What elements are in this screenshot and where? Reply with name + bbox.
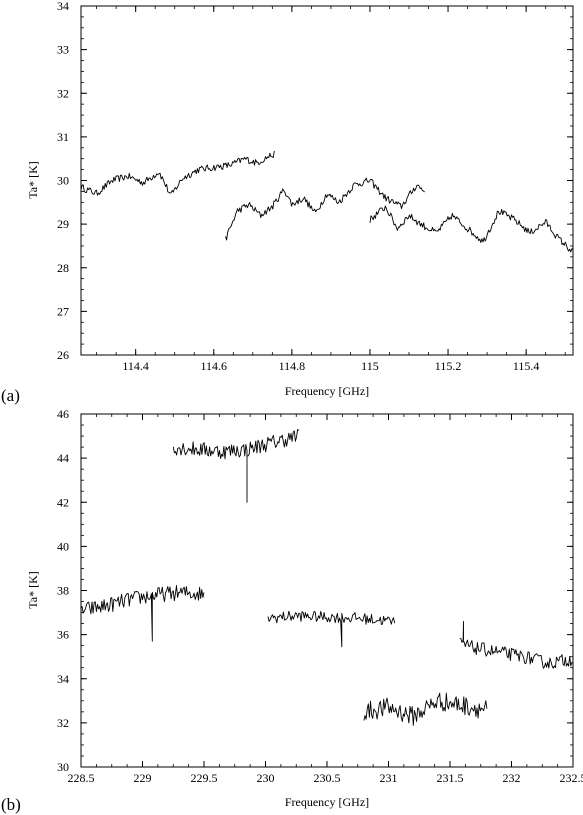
series-line-b-4 [363,692,488,726]
panel-label-a: (a) [1,386,20,405]
y-tick-label-b: 40 [57,539,69,553]
ticks-b: 228.5 229 229.5 230 230.5 231 231.5 232 232.5 30 3… [57,407,583,785]
y-tick-label-b: 46 [57,407,69,421]
x-tick-label-b: 232.5 [560,771,583,785]
x-tick-label-a: 114.4 [122,359,149,373]
x-tick-label-b: 228.5 [68,771,95,785]
x-tick-label-a: 115.2 [435,359,462,373]
x-axis-title-a: Frequency [GHz] [285,384,369,398]
y-tick-label-b: 38 [57,584,69,598]
x-tick-label-a: 115 [361,359,379,373]
series-line-b-2 [172,429,300,503]
x-tick-label-b: 231 [380,771,398,785]
series-line-b-5 [459,620,574,669]
plot-frame-b [80,413,574,768]
y-axis-title-a: Ta* [K] [26,161,40,198]
series-line-b-3 [267,610,396,648]
x-tick-label-b: 232 [503,771,521,785]
series-line-b-1 [80,585,205,642]
y-tick-label-a: 31 [57,130,69,144]
y-tick-label-b: 44 [57,451,69,465]
x-tick-label-a: 114.6 [200,359,227,373]
x-tick-label-b: 230 [257,771,275,785]
x-tick-label-a: 114.8 [279,359,306,373]
y-tick-label-b: 36 [57,628,69,642]
y-tick-label-b: 30 [57,760,69,774]
series-line-a-3 [369,205,574,253]
y-tick-label-a: 32 [57,86,69,100]
panel-label-b: (b) [1,795,21,814]
y-tick-label-b: 32 [57,716,69,730]
x-tick-label-b: 229.5 [191,771,218,785]
series-a [80,150,574,253]
y-tick-label-a: 28 [57,261,69,275]
y-tick-label-a: 29 [57,217,69,231]
y-tick-label-b: 42 [57,495,69,509]
y-axis-title-b: Ta* [K] [26,571,40,608]
x-tick-label-b: 229 [134,771,152,785]
ticks-a: 114.4 114.6 114.8 115 115.2 115.4 26 27 28 29 30 31… [57,0,573,373]
y-tick-label-b: 34 [57,672,69,686]
series-line-a-2 [225,177,425,241]
x-tick-label-a: 115.4 [513,359,540,373]
x-axis-title-b: Frequency [GHz] [285,795,369,809]
y-tick-label-a: 30 [57,174,69,188]
panel-a: 114.4 114.6 114.8 115 115.2 115.4 26 27 28 29 30 31… [1,0,574,405]
x-tick-label-b: 230.5 [314,771,341,785]
y-tick-label-a: 33 [57,43,69,57]
series-b [80,429,574,726]
x-tick-label-b: 231.5 [437,771,464,785]
y-tick-label-a: 34 [57,0,69,13]
plot-frame-a [80,5,574,356]
y-tick-label-a: 27 [57,304,69,318]
panel-b: 228.5 229 229.5 230 230.5 231 231.5 232 232.5 30 3… [1,407,583,814]
y-tick-label-a: 26 [57,348,69,362]
series-line-a-1 [80,150,275,196]
